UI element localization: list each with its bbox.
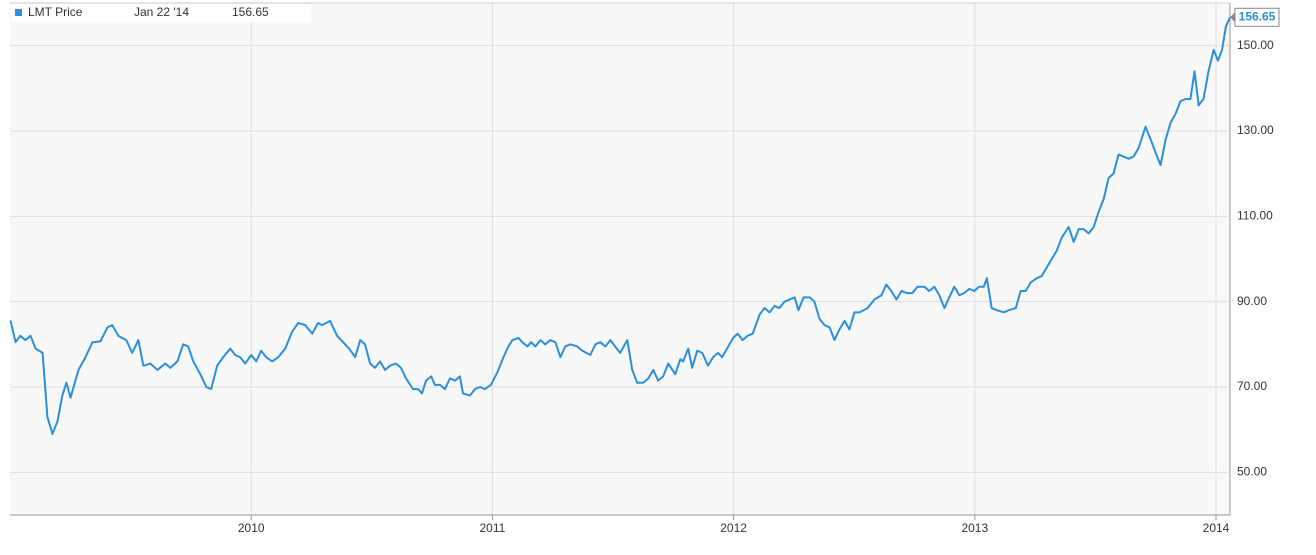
legend-name: LMT Price bbox=[28, 5, 83, 19]
plot-area bbox=[10, 3, 1230, 515]
y-tick-label: 90.00 bbox=[1237, 294, 1267, 308]
x-tick-label: 2013 bbox=[961, 521, 988, 535]
legend-value: 156.65 bbox=[232, 5, 269, 19]
x-tick-label: 2012 bbox=[720, 521, 747, 535]
y-tick-label: 130.00 bbox=[1237, 123, 1274, 137]
x-tick-label: 2010 bbox=[238, 521, 265, 535]
last-value-label: 156.65 bbox=[1239, 9, 1276, 23]
y-tick-label: 150.00 bbox=[1237, 38, 1274, 52]
y-tick-label: 70.00 bbox=[1237, 379, 1267, 393]
x-tick-label: 2011 bbox=[479, 521, 505, 535]
x-tick-label: 2014 bbox=[1203, 521, 1230, 535]
legend-swatch bbox=[15, 9, 22, 16]
price-line bbox=[9, 16, 1231, 435]
y-tick-label: 50.00 bbox=[1237, 465, 1267, 479]
legend-date: Jan 22 '14 bbox=[134, 5, 189, 19]
legend-box bbox=[11, 4, 311, 22]
last-value-pointer bbox=[1230, 12, 1235, 23]
y-tick-label: 110.00 bbox=[1237, 209, 1273, 223]
